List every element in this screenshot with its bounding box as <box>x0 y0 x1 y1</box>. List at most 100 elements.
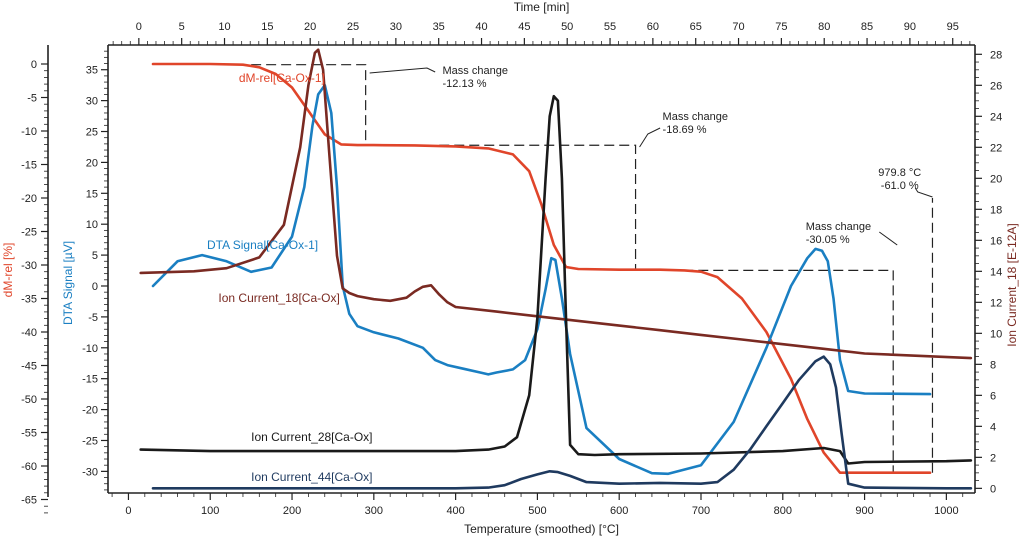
ion-tick-label: 0 <box>990 483 996 495</box>
series-label-dm-rel-ca-ox-1: dM-rel[Ca-Ox-1] <box>239 71 325 85</box>
ion-tick-label: 6 <box>990 390 996 402</box>
ion-axis-title: Ion Current_18 [E-12A] <box>1005 223 1019 346</box>
ion-tick-label: 28 <box>990 49 1002 61</box>
annotation-leader-3 <box>879 231 898 246</box>
dm-tick-label: -20 <box>21 193 37 205</box>
series-line-ion-current-44-ca-ox <box>151 355 973 490</box>
x-top-tick-label: 5 <box>179 21 185 33</box>
annotation-1-line-1: Mass change <box>443 65 508 77</box>
x-bottom-tick-label: 800 <box>774 505 792 517</box>
ion-tick-label: 10 <box>990 328 1002 340</box>
ion-tick-label: 22 <box>990 142 1002 154</box>
dta-tick-label: 10 <box>86 219 98 231</box>
ion-tick-label: 2 <box>990 452 996 464</box>
dm-tick-label: -60 <box>21 461 37 473</box>
x-bottom-tick-label: 100 <box>201 505 219 517</box>
series-label-ion-current-28-ca-ox: Ion Current_28[Ca-Ox] <box>251 430 372 444</box>
dta-tick-label: 20 <box>86 157 98 169</box>
x-top-tick-label: 40 <box>475 21 487 33</box>
dm-tick-label: -40 <box>21 327 37 339</box>
annotation-2-line-1: Mass change <box>663 111 728 123</box>
ion-tick-label: 26 <box>990 80 1002 92</box>
x-top-tick-label: 60 <box>647 21 659 33</box>
x-top-tick-label: 30 <box>390 21 402 33</box>
dta-tick-label: -15 <box>82 374 98 386</box>
x-top-tick-label: 35 <box>433 21 445 33</box>
annotation-leader-2 <box>639 127 661 148</box>
dm-tick-label: -15 <box>21 160 37 172</box>
mass-change-guide-2 <box>439 144 661 271</box>
annotation-4-line-2: -61.0 % <box>881 180 919 192</box>
x-top-tick-label: 80 <box>818 21 830 33</box>
x-top-axis-title: Time [min] <box>514 0 570 14</box>
series-line-dm-rel-ca-ox-1 <box>151 62 932 474</box>
annotation-4-line-1: 979.8 °C <box>878 167 921 179</box>
ion-tick-label: 24 <box>990 111 1002 123</box>
dm-tick-label: -10 <box>21 126 37 138</box>
dta-tick-label: -25 <box>82 435 98 447</box>
ion-tick-label: 20 <box>990 173 1002 185</box>
data-series <box>139 48 973 490</box>
x-bottom-axis-title: Temperature (smoothed) [°C] <box>464 522 619 536</box>
x-top-tick-label: 10 <box>218 21 230 33</box>
x-top-tick-label: 85 <box>861 21 873 33</box>
dm-tick-label: -65 <box>21 495 37 507</box>
dm-tick-label: -25 <box>21 227 37 239</box>
annotation-leader-4 <box>914 187 933 198</box>
x-top-tick-label: 65 <box>690 21 702 33</box>
mass-change-guide-3 <box>668 269 894 474</box>
series-line-dta-signal-ca-ox-1 <box>151 83 932 476</box>
ion-tick-label: 8 <box>990 359 996 371</box>
dm-axis-title: dM-rel [%] <box>1 243 15 298</box>
x-top-tick-label: 20 <box>304 21 316 33</box>
dm-tick-label: -55 <box>21 428 37 440</box>
dta-tick-label: 0 <box>92 281 98 293</box>
x-bottom-tick-label: 1000 <box>934 505 958 517</box>
x-bottom-tick-label: 0 <box>125 505 131 517</box>
x-top-tick-label: 15 <box>261 21 273 33</box>
series-label-dta-signal-ca-ox-1: DTA Signal[Ca-Ox-1] <box>207 238 318 252</box>
series-label-ion-current-18-ca-ox: Ion Current_18[Ca-Ox] <box>218 291 339 305</box>
dta-axis-title: DTA Signal [µV] <box>61 241 75 325</box>
dm-tick-label: -35 <box>21 294 37 306</box>
dta-tick-label: 35 <box>86 65 98 77</box>
x-bottom-tick-label: 400 <box>446 505 464 517</box>
dta-tick-label: -30 <box>82 466 98 478</box>
annotation-3-line-2: -30.05 % <box>806 234 850 246</box>
x-top-tick-label: 45 <box>518 21 530 33</box>
dta-tick-label: 15 <box>86 188 98 200</box>
x-top-tick-label: 70 <box>732 21 744 33</box>
x-bottom-tick-label: 300 <box>365 505 383 517</box>
ion-tick-label: 16 <box>990 235 1002 247</box>
annotation-3-line-1: Mass change <box>806 221 871 233</box>
series-line-ion-current-28-ca-ox <box>139 94 973 465</box>
x-top-tick-label: 90 <box>904 21 916 33</box>
x-top-tick-label: 25 <box>347 21 359 33</box>
dta-tick-label: 5 <box>92 250 98 262</box>
x-bottom-tick-label: 200 <box>283 505 301 517</box>
annotation-leader-1 <box>369 67 436 74</box>
dta-tick-label: -10 <box>82 343 98 355</box>
chart-labels: Mass change-12.13 %Mass change-18.69 %Ma… <box>207 65 921 484</box>
dta-tick-label: 25 <box>86 127 98 139</box>
series-line-ion-current-18-ca-ox <box>139 48 973 360</box>
x-top-tick-label: 55 <box>604 21 616 33</box>
dm-tick-label: 0 <box>31 59 37 71</box>
x-top-tick-label: 75 <box>775 21 787 33</box>
ion-tick-label: 12 <box>990 297 1002 309</box>
series-label-ion-current-44-ca-ox: Ion Current_44[Ca-Ox] <box>251 470 372 484</box>
dta-tick-label: 30 <box>86 96 98 108</box>
annotation-2-line-2: -18.69 % <box>663 124 707 136</box>
x-top-tick-label: 50 <box>561 21 573 33</box>
x-bottom-tick-label: 700 <box>692 505 710 517</box>
dm-tick-label: -5 <box>27 93 37 105</box>
dta-tick-label: -20 <box>82 405 98 417</box>
dm-tick-label: -50 <box>21 394 37 406</box>
x-top-tick-label: 95 <box>947 21 959 33</box>
ion-tick-label: 4 <box>990 421 996 433</box>
x-bottom-tick-label: 600 <box>610 505 628 517</box>
x-bottom-tick-label: 500 <box>528 505 546 517</box>
dm-tick-label: -45 <box>21 361 37 373</box>
